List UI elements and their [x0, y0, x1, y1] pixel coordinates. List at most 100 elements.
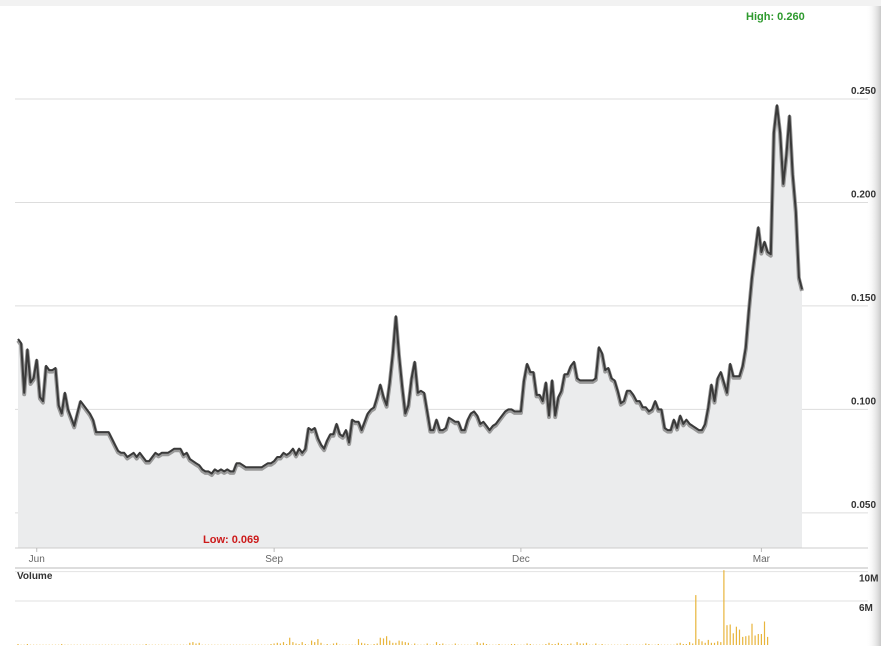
price-point — [211, 473, 212, 474]
price-point — [55, 367, 56, 368]
volume-bar — [648, 644, 650, 645]
volume-bar — [742, 636, 744, 645]
price-point — [608, 367, 609, 368]
price-point — [205, 471, 206, 472]
price-point — [680, 415, 681, 416]
volume-bar — [745, 636, 747, 645]
volume-bar — [414, 643, 416, 645]
price-point — [358, 421, 359, 422]
price-point — [708, 407, 709, 408]
volume-title: Volume — [17, 571, 53, 582]
price-point — [270, 463, 271, 464]
volume-bar — [760, 634, 762, 645]
volume-bar — [698, 639, 700, 645]
price-point — [523, 380, 524, 381]
price-point — [58, 405, 59, 406]
price-point — [495, 423, 496, 424]
price-point — [792, 173, 793, 174]
volume-bar — [692, 643, 694, 645]
volume-bar — [526, 643, 528, 645]
price-point — [508, 409, 509, 410]
volume-bar — [529, 644, 531, 645]
price-point — [748, 310, 749, 311]
price-point — [320, 444, 321, 445]
price-tick-label: 0.250 — [851, 86, 876, 97]
volume-bar — [576, 642, 578, 645]
price-point — [99, 432, 100, 433]
price-point — [614, 380, 615, 381]
month-labels: Jun Sep Dec Mar — [29, 548, 771, 565]
volume-bar — [439, 644, 441, 645]
price-point — [164, 452, 165, 453]
price-point — [89, 413, 90, 414]
price-point — [552, 380, 553, 381]
month-label: Mar — [753, 554, 771, 565]
volume-bar — [510, 644, 513, 645]
volume-bar — [292, 642, 294, 645]
price-point — [80, 401, 81, 402]
price-point — [92, 419, 93, 420]
price-point — [786, 154, 787, 155]
volume-bar — [682, 644, 684, 645]
volume-bar — [426, 643, 428, 645]
price-point — [280, 456, 281, 457]
price-point — [342, 436, 343, 437]
price-point — [61, 413, 62, 414]
low-annotation: Low: 0.069 — [203, 534, 259, 546]
price-point — [105, 432, 106, 433]
price-point — [558, 396, 559, 397]
price-point — [408, 405, 409, 406]
volume-bar — [389, 640, 391, 645]
price-point — [361, 430, 362, 431]
price-point — [192, 461, 193, 462]
price-point — [155, 452, 156, 453]
price-point — [367, 413, 368, 414]
price-point — [236, 463, 237, 464]
price-point — [542, 401, 543, 402]
price-point — [623, 401, 624, 402]
price-point — [761, 252, 762, 253]
volume-bar — [695, 595, 697, 645]
price-point — [577, 378, 578, 379]
volume-bar — [386, 636, 388, 645]
price-point — [470, 413, 471, 414]
price-point — [711, 384, 712, 385]
price-point — [580, 380, 581, 381]
price-point — [21, 343, 22, 344]
price-point — [258, 467, 259, 468]
volume-bar — [701, 641, 703, 645]
price-point — [701, 430, 702, 431]
volume-bar — [748, 635, 750, 645]
price-point — [242, 465, 243, 466]
price-point — [30, 382, 31, 383]
price-point — [77, 413, 78, 414]
volume-bar — [286, 644, 288, 645]
volume-bar — [145, 644, 147, 645]
price-point — [314, 427, 315, 428]
price-point — [39, 396, 40, 397]
price-point — [692, 425, 693, 426]
volume-bar — [367, 644, 369, 645]
price-point — [17, 338, 18, 339]
price-point — [142, 456, 143, 457]
price-point — [283, 452, 284, 453]
price-point — [545, 382, 546, 383]
price-point — [595, 378, 596, 379]
price-point — [420, 390, 421, 391]
volume-bar — [326, 644, 328, 645]
price-point — [108, 432, 109, 433]
volume-bar — [314, 642, 316, 645]
volume-bar — [279, 643, 281, 645]
price-point — [533, 372, 534, 373]
price-point — [539, 394, 540, 395]
price-point — [405, 413, 406, 414]
price-point — [764, 241, 765, 242]
price-point — [689, 423, 690, 424]
volume-bar — [276, 642, 278, 645]
price-point — [121, 452, 122, 453]
price-point — [42, 401, 43, 402]
price-point — [174, 448, 175, 449]
price-point — [411, 378, 412, 379]
price-point — [217, 471, 218, 472]
price-point — [658, 409, 659, 410]
